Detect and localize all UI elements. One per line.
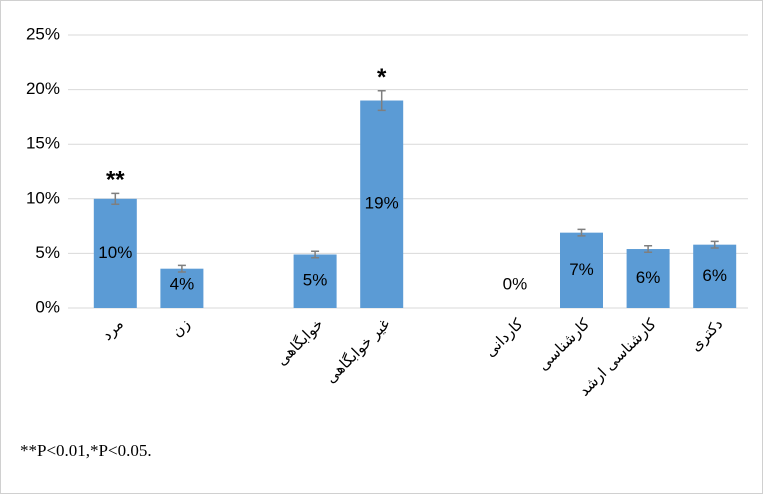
error-bar — [710, 240, 719, 249]
error-bar — [577, 228, 586, 237]
data-label: 6% — [702, 266, 727, 285]
y-tick-label: 25% — [26, 24, 60, 43]
data-label: 19% — [365, 194, 399, 213]
y-tick-label: 0% — [35, 297, 60, 316]
footnote: **P<0.01,*P<0.05. — [20, 441, 152, 460]
bar — [626, 249, 670, 308]
bar — [93, 198, 137, 308]
data-label: 5% — [303, 271, 328, 290]
y-tick-label: 15% — [26, 134, 60, 153]
y-tick-label: 20% — [26, 79, 60, 98]
data-label: 6% — [636, 268, 661, 287]
data-label: 7% — [569, 260, 594, 279]
bar — [560, 232, 603, 308]
error-bar — [311, 250, 320, 259]
data-label: 0% — [503, 274, 528, 293]
data-label: 4% — [170, 274, 195, 293]
data-label: 10% — [98, 243, 132, 262]
error-bar — [377, 89, 386, 112]
y-tick-label: 10% — [26, 188, 60, 207]
annotation: ** — [106, 167, 125, 194]
y-tick-label: 5% — [35, 243, 60, 262]
bar — [160, 268, 204, 308]
error-bar — [111, 192, 120, 206]
bar — [360, 100, 404, 309]
bar — [693, 244, 737, 308]
bar — [293, 254, 337, 308]
error-bar — [177, 264, 186, 273]
annotation: * — [377, 64, 387, 91]
error-bar — [644, 245, 653, 254]
